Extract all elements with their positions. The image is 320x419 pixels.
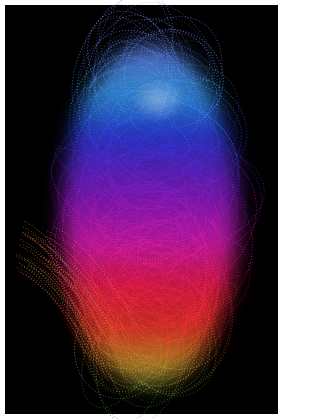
artwork <box>0 0 283 419</box>
highlight <box>130 78 186 122</box>
page: (() => { const data = JSON.parse(documen… <box>0 0 283 419</box>
